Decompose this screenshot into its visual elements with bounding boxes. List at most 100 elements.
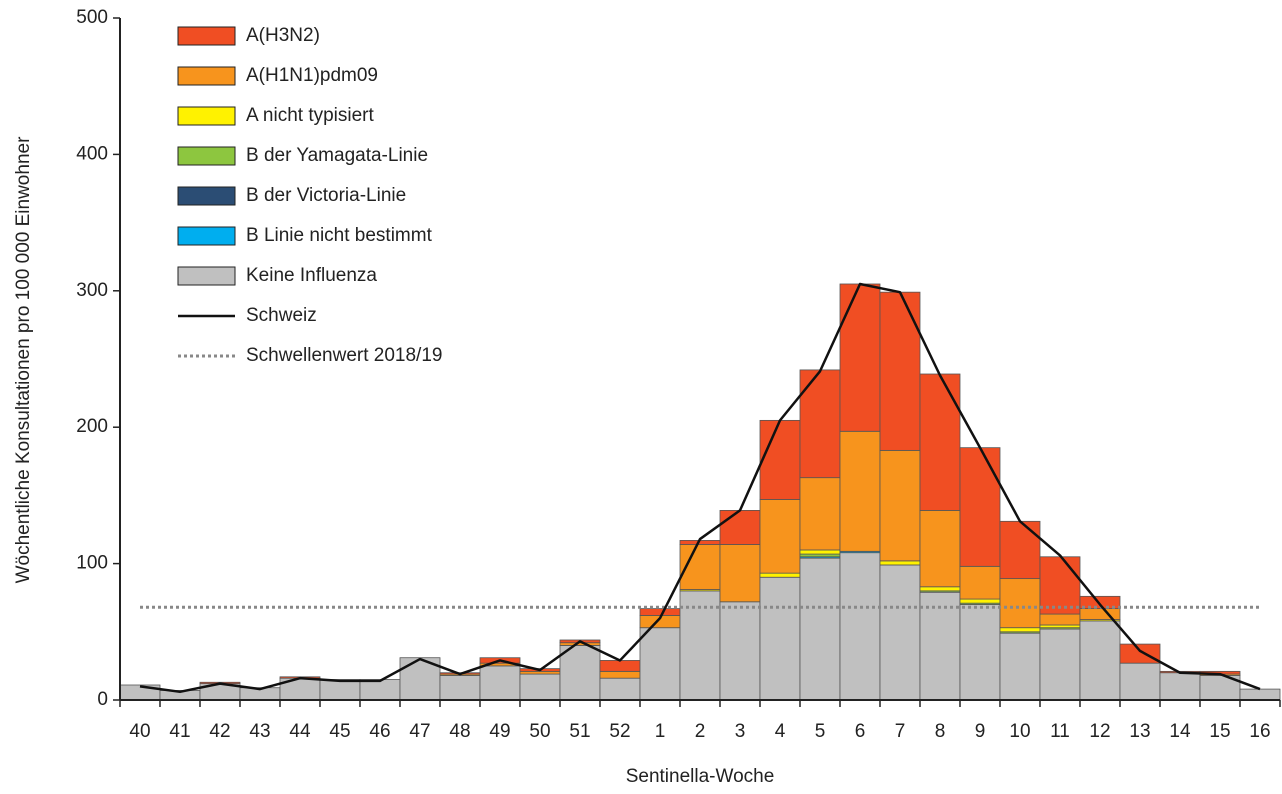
- y-tick-label: 0: [97, 689, 108, 710]
- x-tick-label: 45: [329, 721, 350, 742]
- x-tick-label: 44: [289, 721, 311, 742]
- x-tick-label: 10: [1009, 721, 1030, 742]
- bar-segment: [1039, 613, 1081, 626]
- bar-segment: [919, 591, 961, 701]
- bar-segment: [359, 679, 401, 701]
- bar-segment: [679, 590, 721, 701]
- x-tick-label: 3: [735, 721, 746, 742]
- x-tick-label: 6: [855, 721, 866, 742]
- x-tick-label: 5: [815, 721, 826, 742]
- legend-label: B der Yamagata-Linie: [246, 145, 428, 166]
- x-tick-label: 8: [935, 721, 946, 742]
- bar-segment: [479, 665, 521, 701]
- bar-segment: [1039, 624, 1081, 629]
- bar-segment: [1119, 643, 1161, 664]
- y-axis-title: Wöchentliche Konsultationen pro 100 000 …: [13, 136, 34, 583]
- x-tick-label: 16: [1249, 721, 1270, 742]
- bar-segment: [799, 557, 841, 701]
- x-tick-label: 15: [1209, 721, 1230, 742]
- x-tick-label: 43: [249, 721, 270, 742]
- bar-segment: [1039, 556, 1081, 615]
- y-tick-label: 100: [76, 553, 108, 574]
- bar-segment: [999, 627, 1041, 633]
- legend-label: Keine Influenza: [246, 265, 377, 286]
- bar-segment: [599, 660, 641, 672]
- x-tick-label: 13: [1129, 721, 1150, 742]
- bar-segment: [879, 560, 921, 566]
- bar-segment: [759, 419, 801, 500]
- line-series: [139, 282, 1261, 694]
- legend-label: Schwellenwert 2018/19: [246, 345, 442, 366]
- x-tick-label: 11: [1050, 721, 1070, 742]
- bar-segment: [1239, 688, 1281, 701]
- x-tick-label: 46: [369, 721, 390, 742]
- y-tick-label: 500: [76, 7, 108, 28]
- bar-segment: [999, 632, 1041, 701]
- bar-segment: [799, 369, 841, 479]
- bar-segment: [1159, 672, 1201, 701]
- bar-segment: [759, 572, 801, 578]
- bar-segment: [1039, 628, 1081, 701]
- bar-segment: [1079, 620, 1121, 701]
- bar-segment: [559, 642, 601, 646]
- x-tick-label: 52: [609, 721, 630, 742]
- bar-segment: [719, 601, 761, 701]
- bar-segment: [319, 679, 361, 701]
- legend-swatch: [177, 106, 236, 126]
- bar-segment: [1119, 662, 1161, 701]
- x-tick-label: 14: [1169, 721, 1191, 742]
- bar-segment: [559, 645, 601, 701]
- legend-swatch: [177, 146, 236, 166]
- legend-swatch: [177, 26, 236, 46]
- x-tick-label: 7: [895, 721, 906, 742]
- legend-label: A(H1N1)pdm09: [246, 65, 378, 86]
- bar-segment: [839, 552, 881, 701]
- y-tick-label: 300: [76, 280, 108, 301]
- bar-segment: [959, 598, 1001, 604]
- legend-label: A(H3N2): [246, 25, 320, 46]
- bar-segment: [719, 510, 761, 545]
- bar-segment: [959, 565, 1001, 600]
- bar-segment: [879, 291, 921, 451]
- x-tick-label: 47: [409, 721, 430, 742]
- bar-segment: [719, 544, 761, 603]
- bar-segment: [519, 670, 561, 675]
- x-tick-label: 40: [129, 721, 150, 742]
- x-tick-label: 4: [775, 721, 786, 742]
- bar-segment: [879, 449, 921, 562]
- x-tick-label: 9: [975, 721, 986, 742]
- legend-label: A nicht typisiert: [246, 105, 374, 126]
- bar-segment: [919, 586, 961, 592]
- bar-segment: [599, 677, 641, 701]
- legend-swatch: [177, 226, 236, 246]
- x-tick-label: 51: [569, 721, 590, 742]
- bar-segment: [799, 553, 841, 558]
- bar-segment: [959, 604, 1001, 701]
- x-tick-label: 2: [695, 721, 706, 742]
- x-tick-label: 49: [489, 721, 510, 742]
- x-axis-title: Sentinella-Woche: [626, 766, 775, 787]
- legend-label: B Linie nicht bestimmt: [246, 225, 433, 246]
- bar-segment: [879, 564, 921, 701]
- bar-segment: [959, 447, 1001, 567]
- bar-segment: [799, 549, 841, 555]
- bar-segment: [839, 283, 881, 432]
- bar-segment: [759, 499, 801, 574]
- legend-label: Schweiz: [246, 305, 317, 326]
- y-tick-label: 400: [76, 143, 108, 164]
- bar-segment: [599, 670, 641, 679]
- bar-segment: [919, 373, 961, 511]
- x-tick-label: 42: [209, 721, 230, 742]
- x-tick-label: 12: [1089, 721, 1110, 742]
- bar-segment: [839, 430, 881, 552]
- bar-segment: [439, 675, 481, 701]
- bar-segment: [639, 627, 681, 701]
- x-tick-label: 48: [449, 721, 470, 742]
- legend-swatch: [177, 266, 236, 286]
- legend-swatch: [177, 66, 236, 86]
- bar-segment: [519, 673, 561, 701]
- bar-segment: [759, 576, 801, 701]
- x-tick-label: 50: [529, 721, 550, 742]
